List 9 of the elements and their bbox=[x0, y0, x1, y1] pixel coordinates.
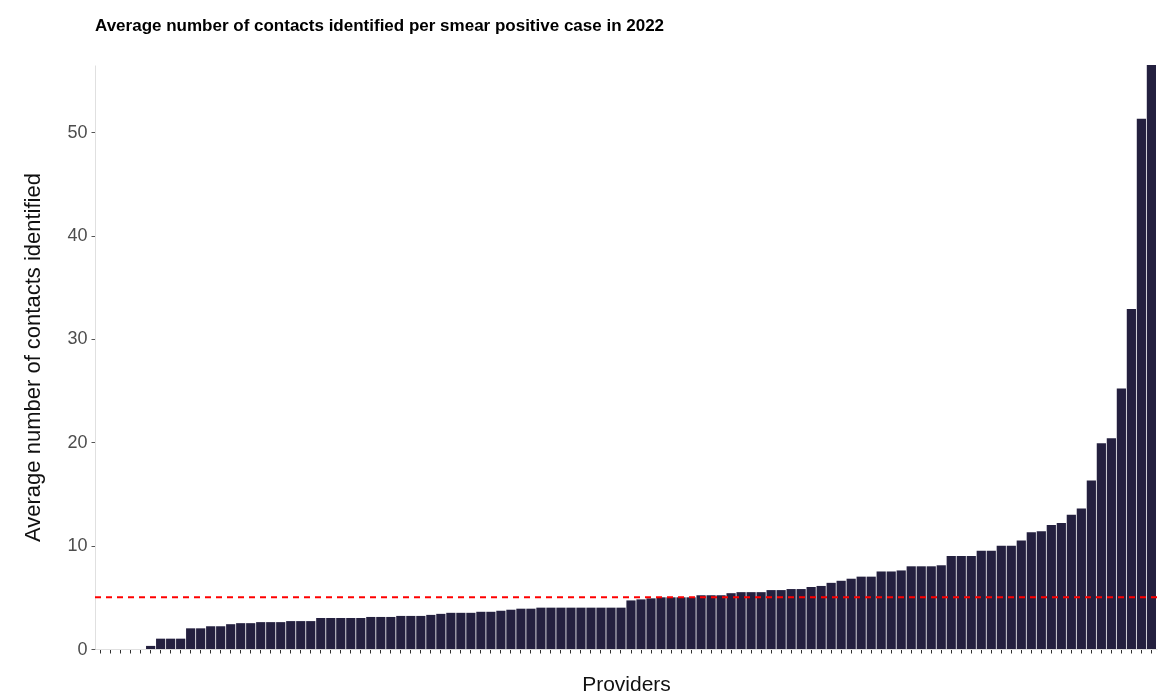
chart-title: Average number of contacts identified per smear positive case in 2022 bbox=[95, 16, 665, 35]
x-axis-title: Providers bbox=[582, 672, 671, 695]
y-tick-label: 30 bbox=[67, 328, 88, 349]
y-tick-label: 50 bbox=[67, 121, 88, 142]
y-axis-title: Average number of contacts identified bbox=[20, 173, 46, 542]
y-tick-label: 10 bbox=[67, 535, 88, 556]
y-tick-label: 40 bbox=[67, 225, 88, 246]
y-tick-label: 20 bbox=[67, 431, 88, 452]
y-tick-label: 0 bbox=[77, 638, 88, 659]
